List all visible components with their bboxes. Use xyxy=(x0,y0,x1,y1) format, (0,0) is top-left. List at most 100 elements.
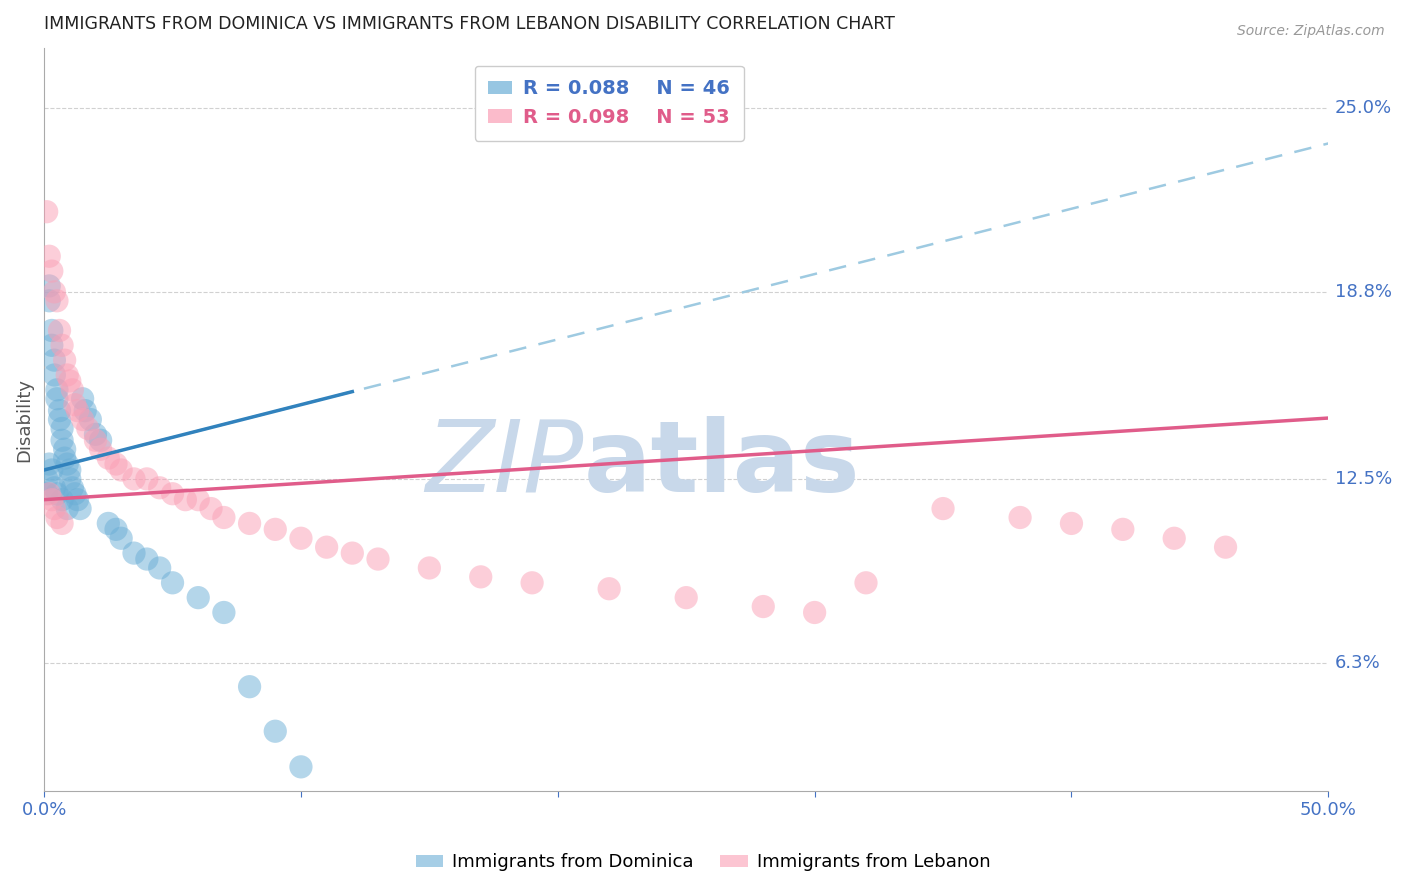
Point xyxy=(53,442,76,457)
Point xyxy=(76,421,98,435)
Point xyxy=(135,472,157,486)
Point xyxy=(41,338,63,352)
Point xyxy=(752,599,775,614)
Text: atlas: atlas xyxy=(583,416,860,513)
Point xyxy=(59,374,82,388)
Point xyxy=(38,279,60,293)
Point xyxy=(1163,531,1185,545)
Point xyxy=(41,264,63,278)
Point xyxy=(48,403,70,417)
Point xyxy=(239,516,262,531)
Text: 12.5%: 12.5% xyxy=(1334,470,1392,488)
Point xyxy=(212,606,235,620)
Point xyxy=(264,724,287,739)
Point xyxy=(932,501,955,516)
Legend: Immigrants from Dominica, Immigrants from Lebanon: Immigrants from Dominica, Immigrants fro… xyxy=(409,847,997,879)
Point xyxy=(290,760,312,774)
Point xyxy=(51,516,73,531)
Point xyxy=(35,204,58,219)
Text: IMMIGRANTS FROM DOMINICA VS IMMIGRANTS FROM LEBANON DISABILITY CORRELATION CHART: IMMIGRANTS FROM DOMINICA VS IMMIGRANTS F… xyxy=(44,15,896,33)
Point xyxy=(97,451,120,466)
Point xyxy=(470,570,492,584)
Point xyxy=(75,403,97,417)
Point xyxy=(187,492,209,507)
Point xyxy=(60,481,83,495)
Text: 18.8%: 18.8% xyxy=(1334,283,1392,301)
Point xyxy=(59,472,82,486)
Point xyxy=(342,546,364,560)
Point xyxy=(110,531,132,545)
Point xyxy=(35,487,58,501)
Point xyxy=(162,487,184,501)
Point xyxy=(187,591,209,605)
Y-axis label: Disability: Disability xyxy=(15,377,32,461)
Point xyxy=(46,510,69,524)
Point xyxy=(79,412,101,426)
Point xyxy=(520,575,543,590)
Point xyxy=(90,434,112,448)
Point xyxy=(51,492,73,507)
Text: 25.0%: 25.0% xyxy=(1334,99,1392,117)
Point xyxy=(122,472,145,486)
Point xyxy=(53,451,76,466)
Point xyxy=(149,561,172,575)
Point xyxy=(46,392,69,406)
Point xyxy=(105,522,128,536)
Point xyxy=(315,540,337,554)
Point xyxy=(41,323,63,337)
Point xyxy=(105,457,128,471)
Point xyxy=(84,427,107,442)
Text: 6.3%: 6.3% xyxy=(1334,654,1381,672)
Point xyxy=(598,582,620,596)
Point xyxy=(1215,540,1237,554)
Point xyxy=(56,501,79,516)
Point xyxy=(59,463,82,477)
Point xyxy=(51,421,73,435)
Point xyxy=(66,492,89,507)
Point xyxy=(367,552,389,566)
Point xyxy=(66,403,89,417)
Point xyxy=(110,463,132,477)
Point xyxy=(803,606,825,620)
Point xyxy=(48,412,70,426)
Point xyxy=(239,680,262,694)
Point xyxy=(44,481,66,495)
Point xyxy=(174,492,197,507)
Point xyxy=(212,510,235,524)
Point xyxy=(46,383,69,397)
Point xyxy=(44,285,66,299)
Point xyxy=(97,516,120,531)
Point xyxy=(1112,522,1135,536)
Point xyxy=(41,463,63,477)
Point xyxy=(53,353,76,368)
Point xyxy=(264,522,287,536)
Point xyxy=(51,434,73,448)
Point xyxy=(46,487,69,501)
Point xyxy=(38,293,60,308)
Point xyxy=(63,487,86,501)
Point xyxy=(200,501,222,516)
Point xyxy=(1010,510,1032,524)
Point xyxy=(41,492,63,507)
Point xyxy=(149,481,172,495)
Point xyxy=(44,353,66,368)
Point xyxy=(63,398,86,412)
Point xyxy=(38,487,60,501)
Point xyxy=(51,338,73,352)
Legend: R = 0.088    N = 46, R = 0.098    N = 53: R = 0.088 N = 46, R = 0.098 N = 53 xyxy=(475,66,744,141)
Point xyxy=(38,457,60,471)
Point xyxy=(69,501,91,516)
Point xyxy=(46,293,69,308)
Point xyxy=(56,368,79,382)
Point xyxy=(56,457,79,471)
Point xyxy=(72,412,94,426)
Point xyxy=(38,249,60,263)
Point xyxy=(290,531,312,545)
Point xyxy=(90,442,112,457)
Point xyxy=(84,434,107,448)
Point xyxy=(855,575,877,590)
Point xyxy=(1060,516,1083,531)
Point xyxy=(72,392,94,406)
Text: ZIP: ZIP xyxy=(425,416,583,513)
Point xyxy=(162,575,184,590)
